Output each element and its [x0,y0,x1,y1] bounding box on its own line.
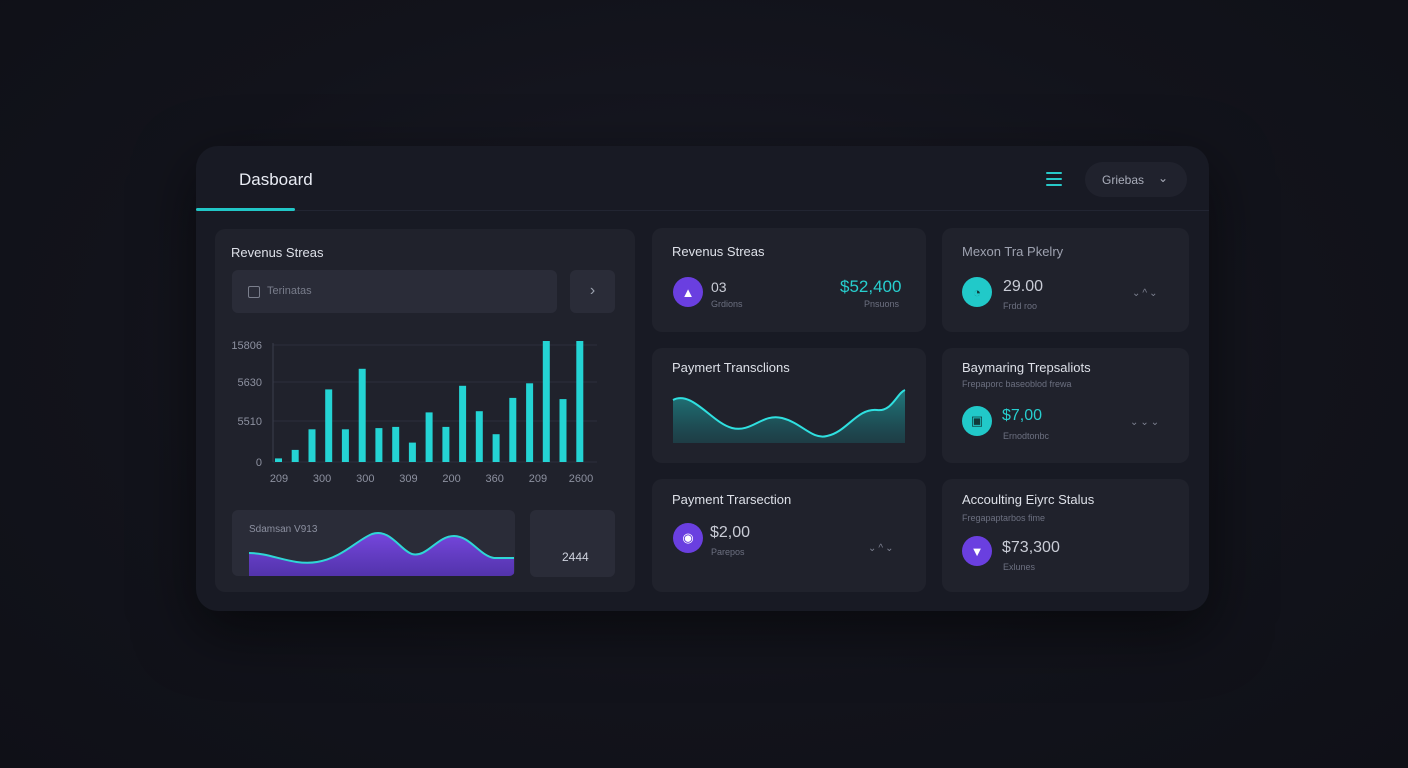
payment-transactions-card[interactable]: Paymert Transclions [652,348,926,463]
small-value: 03 [711,279,727,295]
header: Dasboard Griebas ⌄ [196,146,1209,211]
bar [291,449,299,462]
header-select[interactable]: Griebas ⌄ [1085,162,1187,197]
card-subtitle: Fregapaptarbos fime [962,513,1046,523]
bar [559,399,567,462]
small-sub: Grdions [711,299,743,309]
shield-check-icon: ▼ [962,536,992,566]
chevron-right-icon: › [589,282,596,299]
paymaring-sub: Ernodtonbc [1003,431,1050,441]
mini-stat-box: 2444 [530,510,615,577]
next-button[interactable]: › [570,270,615,313]
bar [392,426,400,462]
bar [325,389,333,462]
bar [375,428,383,462]
revenue-chart-card: Revenus Streas Terinatas › 15806 5630 5510… [215,229,635,592]
filter-icon [248,286,260,298]
bar [308,429,316,462]
bar [341,429,349,462]
bar [358,368,366,462]
y-tick-label: 15806 [231,340,262,352]
mexon-card[interactable]: Mexon Tra Pkelry ◔ 29.00 Frdd roo ⌄^⌄ [942,228,1189,332]
chevron-down-icon: ⌄ [1158,171,1169,185]
mini-area-graphic [248,531,514,576]
bar [509,397,517,462]
card-title: Mexon Tra Pkelry [962,244,1064,259]
bar [492,434,500,462]
search-input[interactable]: Terinatas [232,270,557,313]
dashboard-panel: Dasboard Griebas ⌄ Revenus Streas Terina… [196,146,1209,611]
accounting-sync-card[interactable]: Accoulting Eiyrc Stalus Fregapaptarbos f… [942,479,1189,592]
bar [542,341,550,462]
search-placeholder: Terinatas [267,285,312,297]
card-subtitle: Frepaporc baseoblod frewa [962,379,1072,389]
x-tick-label: 209 [270,473,288,485]
card-title: Baymaring Trepsaliots [962,360,1091,375]
card-title: Accoulting Eiyrc Stalus [962,492,1095,507]
chevron-down-icon[interactable]: ⌄⌄⌄ [1130,417,1162,428]
y-tick-label: 0 [256,457,262,469]
x-tick-label: 209 [529,473,547,485]
chevron-down-icon[interactable]: ⌄^⌄ [868,543,896,554]
bar [459,385,467,462]
wave-chart [672,389,906,443]
card-title: Revenus Streas [672,244,765,259]
mini-chart-label: Sdamsan V913 [249,524,318,535]
hamburger-icon[interactable] [1046,172,1062,186]
mini-area-chart: Sdamsan V913 [232,510,515,576]
x-tick-label: 309 [399,473,417,485]
payment-value: $2,00 [710,524,751,541]
mexon-value: 29.00 [1003,278,1044,295]
y-tick-label: 5630 [238,377,262,389]
card-title: Revenus Streas [231,245,324,260]
accounting-sub: Exlunes [1003,562,1036,572]
payment-transection-card[interactable]: Payment Trarsection ◉ $2,00 Parepos ⌄^⌄ [652,479,926,592]
arrow-up-icon: ▲ [673,277,703,307]
paymaring-value: $7,00 [1002,407,1043,424]
page-title: Dasboard [239,170,313,189]
revenue-value: $52,400 [840,277,902,296]
bar [475,411,483,462]
payment-sub: Parepos [711,547,745,557]
bar [576,341,584,462]
bar [408,442,416,462]
bar [442,426,450,462]
bar [526,383,534,462]
mexon-sub: Frdd roo [1003,301,1038,311]
clipboard-icon: ▣ [962,406,992,436]
x-tick-label: 300 [356,473,374,485]
paymaring-card[interactable]: Baymaring Trepsaliots Frepaporc baseoblo… [942,348,1189,463]
x-tick-label: 360 [486,473,504,485]
x-tick-label: 200 [442,473,460,485]
bar [275,458,282,462]
bar-chart: 15806 5630 5510 0 209 300 300 309 200 360 209 2600 [231,340,597,485]
x-tick-label: 300 [313,473,331,485]
y-tick-label: 5510 [238,416,262,428]
wallet-icon: ◉ [673,523,703,553]
chevron-down-icon[interactable]: ⌄^⌄ [1132,288,1160,299]
active-tab-indicator [196,208,295,211]
leaf-icon: ◔ [962,277,992,307]
accounting-value: $73,300 [1002,539,1060,556]
revenue-stream-card[interactable]: Revenus Streas ▲ 03 Grdions $52,400 Pnsu… [652,228,926,332]
revenue-sub: Pnsuons [864,299,900,309]
card-title: Paymert Transclions [672,360,790,375]
bar [425,412,433,462]
mini-stat-value: 2444 [562,550,589,564]
select-value: Griebas [1102,173,1145,187]
card-title: Payment Trarsection [672,492,792,507]
x-tick-label: 2600 [569,473,593,485]
